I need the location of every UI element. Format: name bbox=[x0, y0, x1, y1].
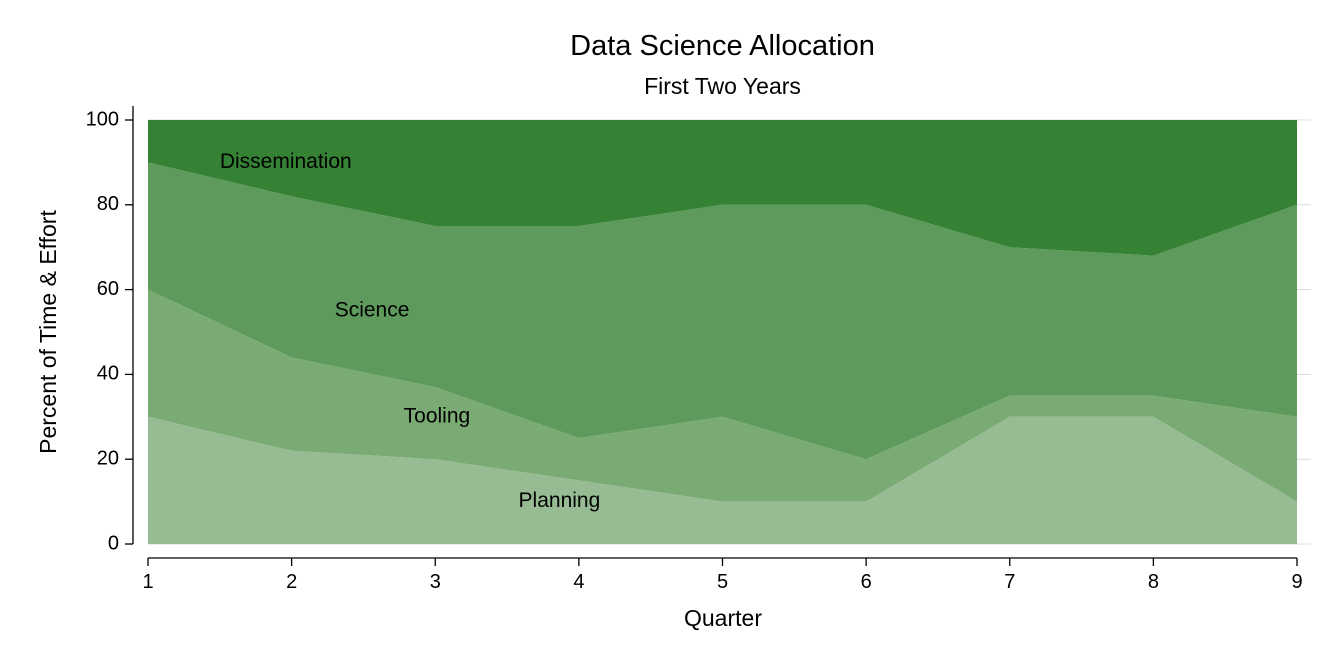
axes: 0 20 40 60 80 100 1 2 3 4 5 6 7 8 9 bbox=[86, 106, 1303, 593]
y-tick-label-100: 100 bbox=[86, 108, 119, 130]
chart-title: Data Science Allocation bbox=[570, 30, 875, 62]
x-tick-label-4: 4 bbox=[573, 571, 584, 593]
x-tick-label-1: 1 bbox=[142, 571, 153, 593]
area-science bbox=[148, 162, 1297, 460]
y-tick-label-40: 40 bbox=[97, 363, 119, 385]
x-axis-label: Quarter bbox=[684, 605, 762, 631]
x-tick-label-7: 7 bbox=[1004, 571, 1015, 593]
area-planning bbox=[148, 416, 1297, 544]
chart-subtitle: First Two Years bbox=[644, 73, 801, 99]
y-tick-label-0: 0 bbox=[108, 532, 119, 554]
x-tick-label-5: 5 bbox=[717, 571, 728, 593]
x-tick-label-2: 2 bbox=[286, 571, 297, 593]
y-tick-label-80: 80 bbox=[97, 193, 119, 215]
area-tooling bbox=[148, 289, 1297, 502]
x-tick-label-8: 8 bbox=[1148, 571, 1159, 593]
series-label-dissemination: Dissemination bbox=[220, 150, 352, 173]
y-tick-label-60: 60 bbox=[97, 278, 119, 300]
area-dissemination bbox=[148, 120, 1297, 256]
stacked-areas bbox=[148, 120, 1297, 544]
x-tick-label-6: 6 bbox=[861, 571, 872, 593]
series-label-science: Science bbox=[335, 298, 410, 321]
x-tick-label-3: 3 bbox=[430, 571, 441, 593]
series-labels: Planning Tooling Science Dissemination bbox=[220, 150, 600, 512]
series-label-tooling: Tooling bbox=[404, 404, 471, 427]
series-label-planning: Planning bbox=[519, 489, 601, 512]
y-tick-label-20: 20 bbox=[97, 447, 119, 469]
y-axis-label: Percent of Time & Effort bbox=[35, 210, 61, 454]
x-tick-label-9: 9 bbox=[1291, 571, 1302, 593]
